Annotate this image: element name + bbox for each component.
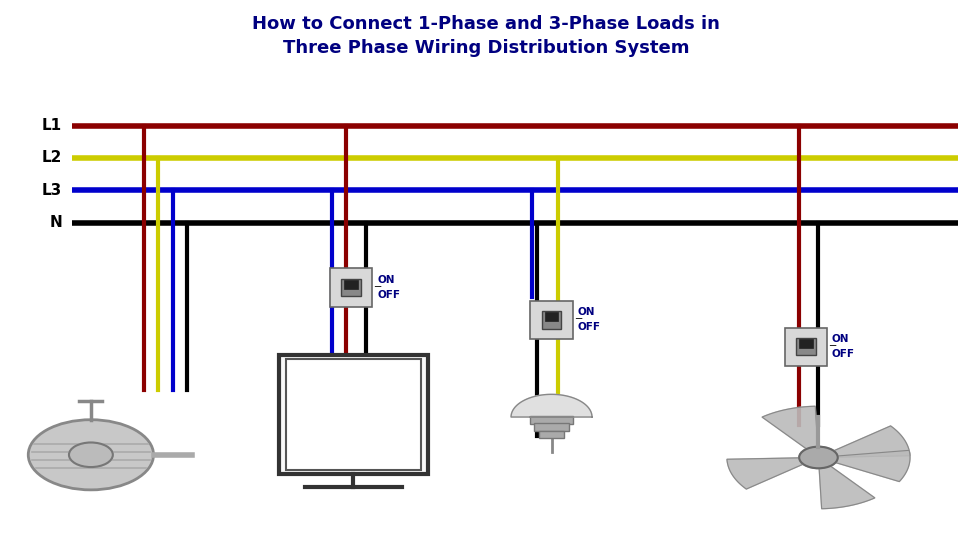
- Text: ON: ON: [377, 275, 395, 285]
- Bar: [531, 416, 573, 424]
- Text: ─: ─: [574, 315, 581, 324]
- Text: ─: ─: [829, 341, 835, 351]
- FancyBboxPatch shape: [784, 328, 827, 366]
- Text: OFF: OFF: [832, 349, 855, 359]
- Polygon shape: [511, 395, 592, 417]
- Text: L3: L3: [42, 183, 62, 198]
- Text: ─: ─: [374, 282, 380, 292]
- Bar: [542, 311, 561, 328]
- Bar: [344, 280, 358, 289]
- Text: OFF: OFF: [577, 322, 601, 332]
- Bar: [539, 431, 564, 438]
- Circle shape: [28, 420, 154, 490]
- Polygon shape: [832, 426, 910, 457]
- Bar: [796, 338, 816, 356]
- Bar: [286, 359, 422, 470]
- Polygon shape: [727, 458, 805, 489]
- Bar: [544, 312, 558, 321]
- Text: L2: L2: [42, 151, 62, 165]
- Circle shape: [69, 443, 113, 467]
- Polygon shape: [834, 450, 910, 482]
- Text: ON: ON: [832, 334, 850, 344]
- Text: ON: ON: [577, 307, 595, 317]
- Text: N: N: [50, 215, 62, 230]
- FancyBboxPatch shape: [330, 269, 372, 307]
- Text: L1: L1: [42, 118, 62, 133]
- Polygon shape: [819, 465, 875, 509]
- Text: How to Connect 1-Phase and 3-Phase Loads in
Three Phase Wiring Distribution Syst: How to Connect 1-Phase and 3-Phase Loads…: [252, 15, 720, 56]
- Bar: [535, 424, 569, 431]
- Text: OFF: OFF: [377, 289, 400, 300]
- Bar: [799, 339, 813, 348]
- Bar: [341, 279, 361, 296]
- Bar: [279, 355, 429, 473]
- Circle shape: [799, 447, 838, 469]
- Polygon shape: [762, 406, 817, 450]
- FancyBboxPatch shape: [531, 301, 573, 339]
